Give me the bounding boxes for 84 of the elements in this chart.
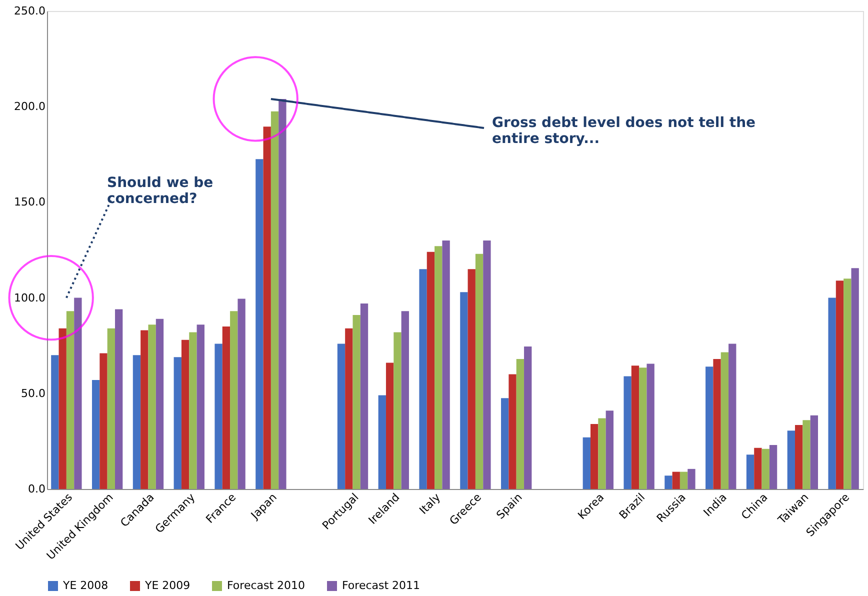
bar bbox=[394, 332, 402, 489]
bar bbox=[646, 364, 654, 489]
annotation: Gross debt level does not tell the entire story... bbox=[492, 115, 756, 147]
bar bbox=[222, 326, 230, 489]
bar bbox=[606, 410, 614, 489]
bar bbox=[278, 98, 286, 489]
bar bbox=[214, 344, 222, 489]
annotation: Should we be concerned? bbox=[107, 175, 214, 207]
y-tick-label: 0.0 bbox=[28, 482, 46, 496]
bar bbox=[58, 328, 66, 489]
bar bbox=[664, 476, 672, 489]
bar bbox=[508, 374, 516, 489]
bar bbox=[238, 298, 246, 489]
bar bbox=[769, 445, 778, 489]
bar bbox=[196, 324, 204, 489]
bar bbox=[66, 311, 74, 489]
bar bbox=[434, 246, 442, 489]
bar bbox=[639, 368, 647, 489]
bar bbox=[501, 398, 509, 489]
bar bbox=[148, 324, 156, 489]
bar bbox=[728, 344, 736, 489]
bar bbox=[851, 268, 859, 489]
legend-label: Forecast 2010 bbox=[227, 579, 306, 592]
bar bbox=[516, 358, 524, 489]
bar bbox=[713, 358, 721, 489]
bar bbox=[426, 252, 435, 489]
bar bbox=[181, 340, 190, 489]
bar bbox=[590, 424, 598, 489]
bar bbox=[672, 472, 680, 489]
bar bbox=[132, 355, 141, 489]
bar bbox=[475, 254, 484, 489]
bar bbox=[156, 318, 164, 489]
bar bbox=[337, 344, 346, 489]
y-tick-label: 100.0 bbox=[14, 291, 46, 304]
bar bbox=[360, 304, 368, 489]
y-tick-label: 50.0 bbox=[21, 386, 46, 400]
bar bbox=[631, 366, 640, 489]
bar bbox=[598, 418, 606, 489]
bar bbox=[810, 415, 818, 489]
bar bbox=[256, 159, 264, 489]
bar bbox=[582, 437, 590, 489]
bar bbox=[787, 430, 795, 489]
legend-label: YE 2008 bbox=[62, 579, 108, 592]
bar bbox=[270, 111, 279, 489]
bar bbox=[115, 309, 123, 489]
bar bbox=[680, 472, 688, 489]
bar bbox=[754, 448, 762, 489]
bar bbox=[107, 328, 115, 489]
bar bbox=[688, 468, 696, 489]
bar bbox=[828, 298, 836, 489]
bar bbox=[802, 420, 810, 489]
bar bbox=[844, 278, 852, 489]
bar bbox=[92, 380, 100, 489]
bar bbox=[401, 311, 409, 489]
bar bbox=[140, 330, 148, 489]
bar bbox=[263, 126, 271, 489]
y-tick-label: 250.0 bbox=[14, 4, 46, 18]
y-tick-label: 150.0 bbox=[14, 196, 46, 209]
bar bbox=[386, 362, 394, 489]
bar bbox=[230, 311, 238, 489]
bar bbox=[74, 298, 82, 489]
bar bbox=[419, 269, 427, 489]
bar bbox=[345, 328, 353, 489]
bar bbox=[174, 357, 182, 489]
bar bbox=[836, 280, 844, 489]
bar bbox=[762, 448, 770, 489]
bar bbox=[468, 269, 476, 489]
bar bbox=[746, 454, 754, 489]
y-tick-label: 200.0 bbox=[14, 100, 46, 114]
legend-label: YE 2009 bbox=[144, 579, 190, 592]
bar bbox=[378, 395, 386, 489]
legend-label: Forecast 2011 bbox=[342, 579, 420, 592]
bar bbox=[51, 355, 59, 489]
bar bbox=[460, 292, 468, 489]
bar bbox=[352, 315, 360, 489]
bar bbox=[189, 332, 197, 489]
bar bbox=[100, 353, 108, 489]
bar bbox=[624, 376, 632, 489]
bar bbox=[524, 346, 532, 489]
bar bbox=[706, 366, 714, 489]
bar bbox=[442, 240, 450, 489]
bar bbox=[720, 352, 729, 489]
bar bbox=[795, 424, 803, 489]
bar bbox=[483, 240, 491, 489]
